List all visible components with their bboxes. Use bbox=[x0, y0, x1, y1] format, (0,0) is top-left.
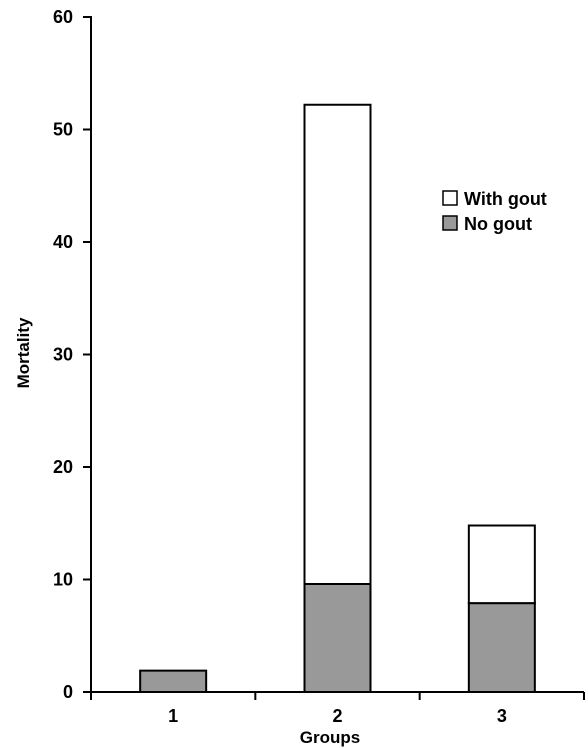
x-tick-label: 1 bbox=[168, 706, 178, 726]
legend: With gout No gout bbox=[442, 189, 547, 234]
legend-swatch-with-gout bbox=[442, 190, 458, 206]
bar-segment-with-gout-group-2 bbox=[303, 103, 372, 585]
y-axis: 0 10 20 30 40 50 60 bbox=[53, 7, 92, 702]
y-tick-label: 20 bbox=[53, 457, 73, 477]
bars bbox=[139, 103, 536, 693]
y-tick-label: 60 bbox=[53, 7, 73, 27]
legend-label-no-gout: No gout bbox=[464, 214, 532, 234]
x-axis-title: Groups bbox=[300, 728, 360, 747]
y-tick-label: 50 bbox=[53, 120, 73, 140]
bar-segment-no-gout-group-1 bbox=[139, 669, 208, 693]
bar-segment-no-gout-group-2 bbox=[303, 583, 372, 693]
y-tick-label: 10 bbox=[53, 570, 73, 590]
bar-segment-no-gout-group-3 bbox=[467, 602, 536, 693]
y-axis-title: Mortality bbox=[14, 317, 33, 388]
y-tick-label: 30 bbox=[53, 345, 73, 365]
y-tick-label: 40 bbox=[53, 232, 73, 252]
x-axis: 1 2 3 bbox=[90, 691, 585, 726]
legend-swatch-no-gout bbox=[442, 215, 458, 231]
x-tick-label: 3 bbox=[497, 706, 507, 726]
x-tick-label: 2 bbox=[332, 706, 342, 726]
y-tick-label: 0 bbox=[63, 682, 73, 702]
legend-label-with-gout: With gout bbox=[464, 189, 547, 209]
bar-segment-with-gout-group-3 bbox=[467, 524, 536, 605]
